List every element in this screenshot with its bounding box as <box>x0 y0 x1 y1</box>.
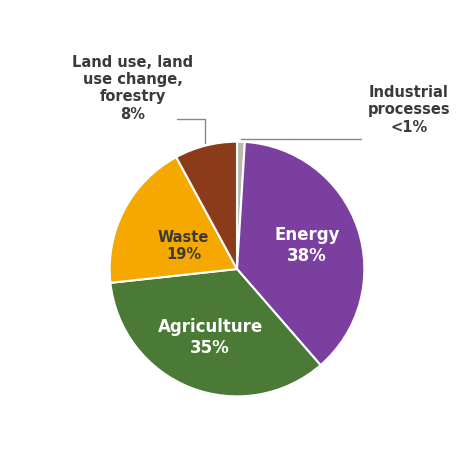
Wedge shape <box>109 157 237 283</box>
Text: Land use, land
use change,
forestry
8%: Land use, land use change, forestry 8% <box>72 55 193 122</box>
Wedge shape <box>237 142 245 269</box>
Text: Industrial
processes
<1%: Industrial processes <1% <box>368 85 450 135</box>
Text: Waste
19%: Waste 19% <box>158 230 209 262</box>
Wedge shape <box>237 142 365 365</box>
Text: Energy
38%: Energy 38% <box>274 226 340 265</box>
Wedge shape <box>176 142 237 269</box>
Wedge shape <box>110 269 320 396</box>
Text: Agriculture
35%: Agriculture 35% <box>157 318 263 357</box>
